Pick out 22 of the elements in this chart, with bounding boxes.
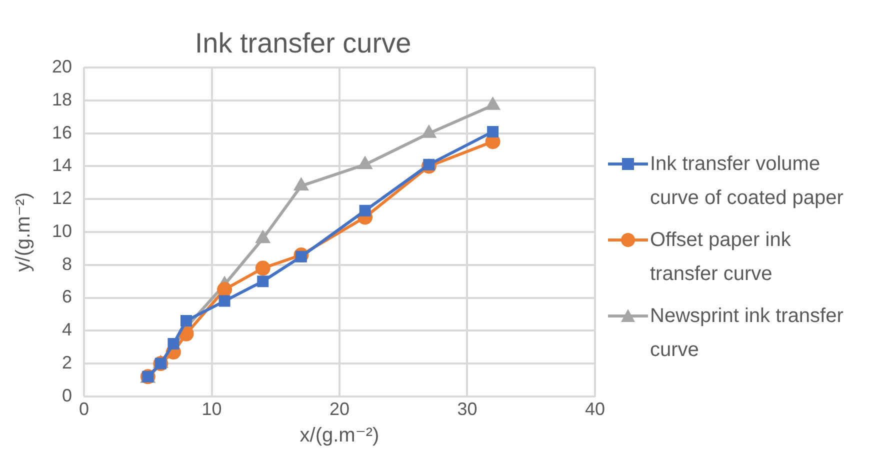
chart-title: Ink transfer curve bbox=[194, 28, 412, 59]
x-tick-label: 20 bbox=[329, 399, 350, 420]
y-tick-label: 14 bbox=[52, 155, 72, 176]
x-tick-label: 40 bbox=[584, 399, 606, 420]
y-tick-label: 10 bbox=[52, 220, 72, 241]
y-tick-label: 6 bbox=[62, 286, 72, 307]
x-tick-label: 0 bbox=[79, 399, 90, 420]
x-tick-label: 30 bbox=[457, 399, 478, 420]
y-tick-label: 12 bbox=[52, 188, 72, 208]
x-axis-title: x/(g.m⁻²) bbox=[300, 424, 380, 447]
y-tick-label: 20 bbox=[52, 56, 72, 77]
y-tick-label: 0 bbox=[62, 385, 72, 406]
y-tick-label: 2 bbox=[62, 352, 72, 372]
y-tick-label: 18 bbox=[52, 89, 72, 110]
legend-label: Offset paper ink transfer curve bbox=[650, 228, 792, 287]
y-tick-label: 8 bbox=[62, 254, 72, 274]
y-tick-label: 16 bbox=[52, 122, 72, 142]
y-tick-label: 4 bbox=[62, 320, 72, 340]
x-tick-label: 10 bbox=[202, 399, 222, 420]
y-axis-title: y/(g.m⁻²) bbox=[12, 192, 35, 272]
legend-label: Ink transfer volume curve of coated paper bbox=[650, 152, 844, 211]
legend-label: Newsprint ink transfer curve bbox=[650, 304, 844, 363]
